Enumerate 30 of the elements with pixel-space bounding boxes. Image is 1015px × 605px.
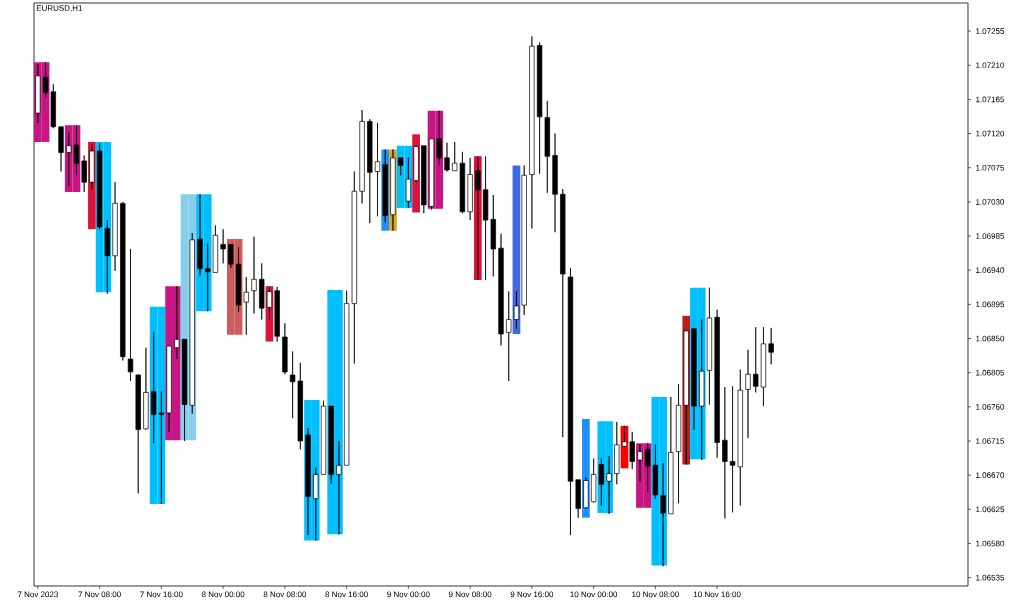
y-tick-label: 1.06670 — [976, 472, 1005, 478]
y-tick-label: 1.07075 — [976, 164, 1005, 171]
y-tick-label: 1.07120 — [976, 130, 1005, 137]
x-tick-label: 9 Nov 00:00 — [387, 591, 430, 598]
y-tick-label: 1.06940 — [976, 267, 1005, 274]
y-tick-label: 1.06715 — [976, 438, 1005, 444]
y-tick-label: 1.06985 — [976, 233, 1005, 239]
y-tick-label: 1.07255 — [976, 28, 1005, 34]
chart-title: EURUSD,H1 — [36, 5, 83, 12]
x-tick-label: 8 Nov 00:00 — [201, 591, 245, 598]
y-tick-label: 1.06895 — [976, 301, 1005, 308]
x-tick-label: 8 Nov 16:00 — [325, 591, 368, 598]
y-tick-label: 1.06760 — [976, 404, 1005, 410]
x-tick-label: 9 Nov 16:00 — [510, 591, 554, 598]
x-tick-label: 7 Nov 2023 — [17, 591, 58, 598]
x-tick-label: 10 Nov 08:00 — [632, 591, 679, 598]
x-tick-label: 8 Nov 08:00 — [263, 591, 307, 598]
y-tick-label: 1.07165 — [976, 96, 1005, 103]
y-tick-label: 1.07030 — [976, 199, 1005, 205]
y-tick-label: 1.07210 — [976, 62, 1005, 69]
y-tick-label: 1.06625 — [976, 506, 1005, 513]
x-tick-label: 10 Nov 16:00 — [693, 591, 741, 598]
y-tick-label: 1.06805 — [976, 369, 1005, 376]
x-tick-label: 9 Nov 08:00 — [448, 591, 492, 598]
y-tick-label: 1.06580 — [976, 540, 1005, 547]
x-tick-label: 7 Nov 16:00 — [140, 591, 183, 598]
x-tick-label: 10 Nov 00:00 — [570, 591, 618, 598]
y-tick-label: 1.06850 — [976, 335, 1005, 342]
x-tick-label: 7 Nov 08:00 — [78, 591, 121, 598]
y-tick-label: 1.06535 — [976, 574, 1005, 581]
